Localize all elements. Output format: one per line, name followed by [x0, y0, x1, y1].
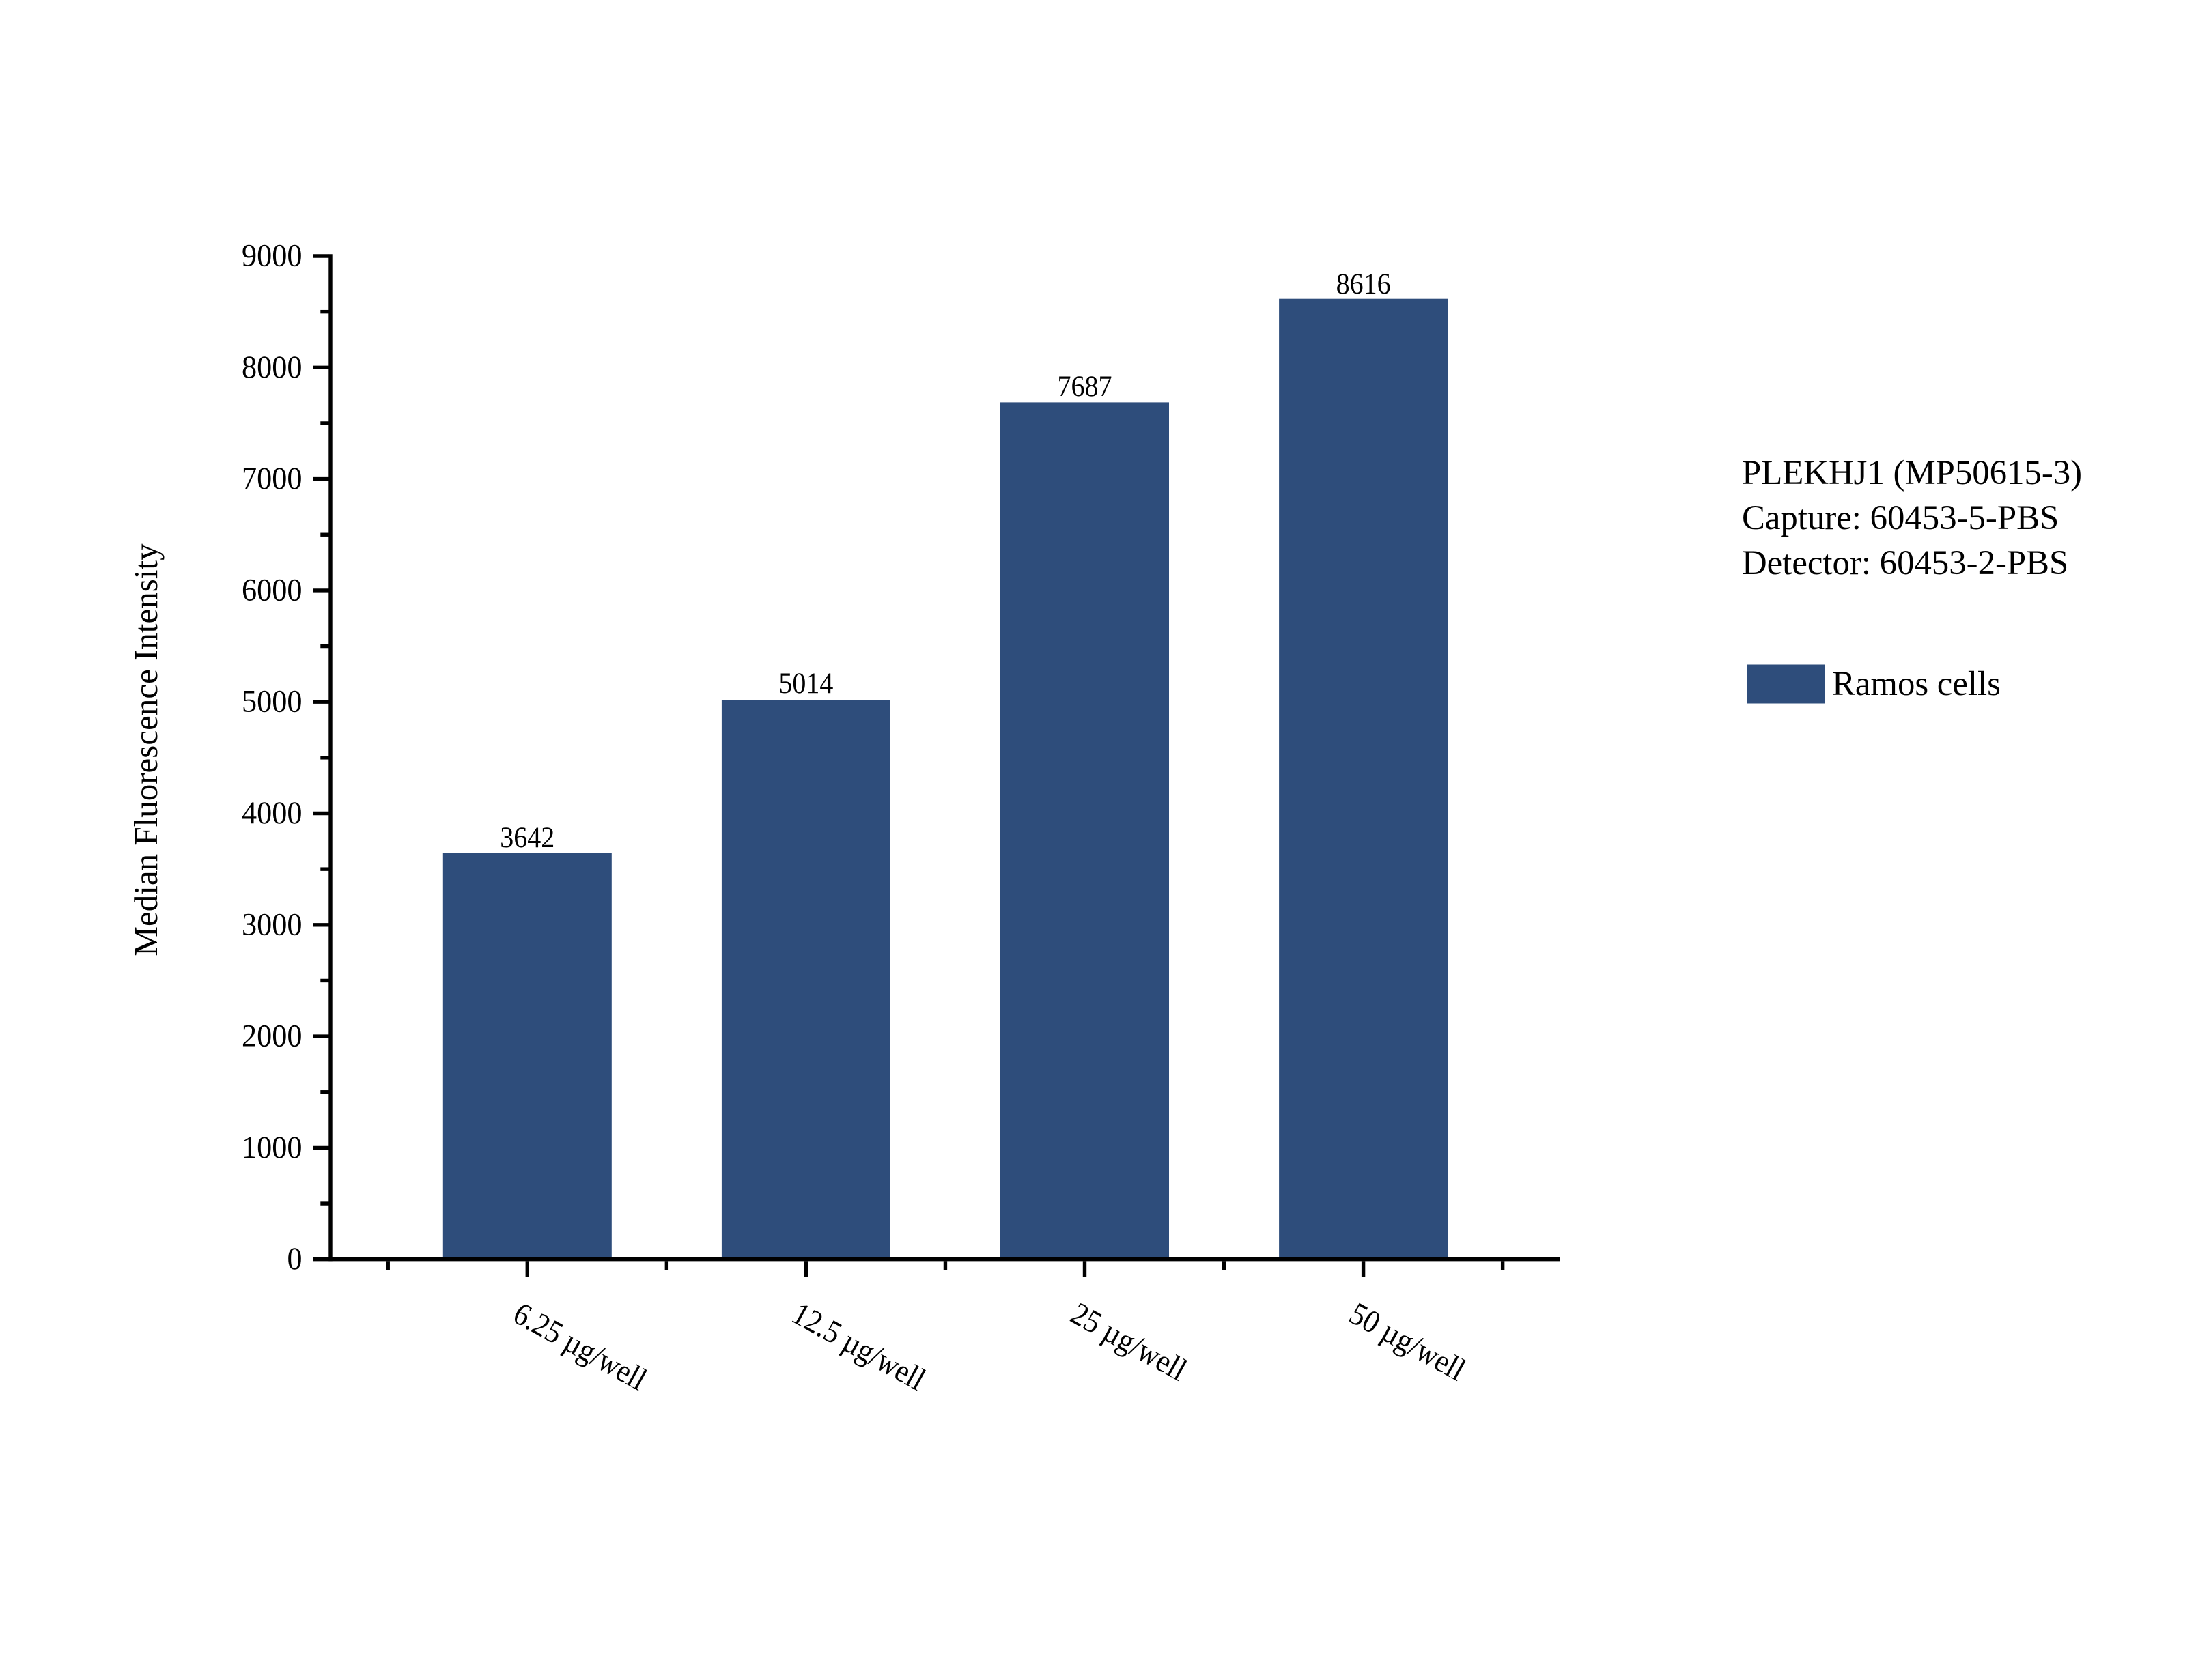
- svg-text:3642: 3642: [500, 822, 554, 854]
- svg-text:2000: 2000: [242, 1019, 302, 1054]
- svg-text:7687: 7687: [1058, 371, 1112, 403]
- svg-text:1000: 1000: [242, 1130, 302, 1165]
- svg-text:6000: 6000: [242, 572, 302, 608]
- svg-text:5014: 5014: [778, 668, 833, 700]
- svg-text:Capture: 60453-5-PBS: Capture: 60453-5-PBS: [1742, 498, 2059, 537]
- svg-text:3000: 3000: [242, 907, 302, 942]
- svg-text:Ramos cells: Ramos cells: [1832, 664, 2001, 702]
- svg-text:9000: 9000: [242, 238, 302, 274]
- svg-text:8616: 8616: [1336, 268, 1391, 300]
- svg-text:PLEKHJ1 (MP50615-3): PLEKHJ1 (MP50615-3): [1742, 453, 2082, 492]
- svg-text:4000: 4000: [242, 795, 302, 831]
- svg-text:Median Fluorescence Intensity: Median Fluorescence Intensity: [127, 543, 165, 956]
- svg-text:8000: 8000: [242, 350, 302, 385]
- svg-text:0: 0: [287, 1241, 302, 1277]
- svg-text:Detector: 60453-2-PBS: Detector: 60453-2-PBS: [1742, 543, 2068, 582]
- svg-text:5000: 5000: [242, 684, 302, 720]
- svg-text:7000: 7000: [242, 461, 302, 496]
